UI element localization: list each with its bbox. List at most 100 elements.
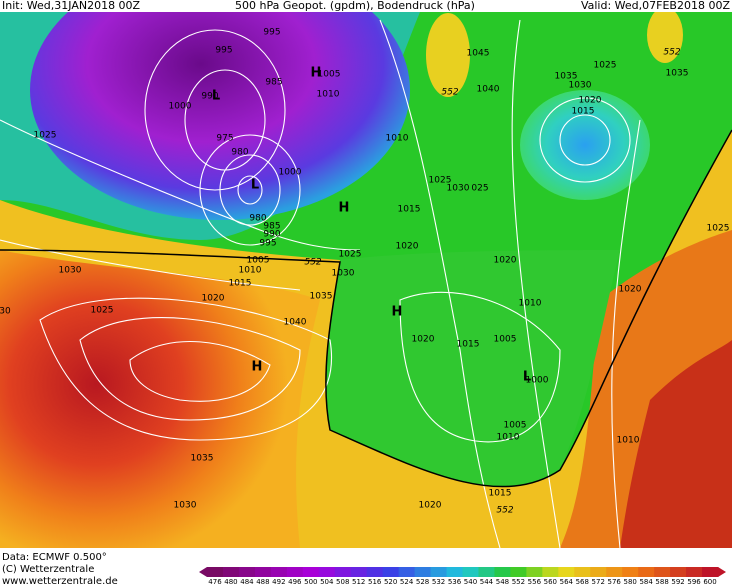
isobar-label: 1015: [457, 340, 480, 350]
isobar-label: 980: [231, 148, 248, 158]
isobar-label: 1020: [579, 96, 602, 106]
isobar-label: 1005: [504, 421, 527, 431]
isobar-label: 1025: [429, 176, 452, 186]
colorbar-swatch: [286, 567, 304, 577]
colorbar-swatch: [686, 567, 703, 577]
header-bar: [0, 0, 732, 12]
field-red-east: [620, 340, 732, 548]
colorbar-label: 572: [592, 578, 605, 586]
colorbar-label: 484: [240, 578, 254, 586]
copyright: (C) Wetterzentrale: [2, 564, 94, 575]
isobar-label: 1015: [572, 107, 595, 117]
isobar-label: 1030: [174, 501, 197, 511]
colorbar-label: 588: [655, 578, 668, 586]
isobar-label: 1035: [191, 454, 214, 464]
contour-label: 552: [441, 88, 458, 98]
isobar-label: 1010: [497, 433, 520, 443]
pressure-center: H: [311, 66, 322, 81]
field-yellow-ne: [647, 7, 683, 63]
colorbar-swatch: [558, 567, 575, 577]
colorbar-label: 500: [304, 578, 317, 586]
contour-label: 552: [496, 506, 513, 516]
isobar-label: 1010: [317, 90, 340, 100]
colorbar-swatch: [414, 567, 432, 577]
colorbar-arrow-right: [718, 567, 726, 577]
pressure-center: L: [523, 370, 531, 385]
field-blue: [520, 90, 650, 200]
colorbar-swatch: [510, 567, 527, 577]
pressure-center: H: [392, 305, 403, 320]
isobar-label: 1010: [386, 134, 409, 144]
isobar-label: 1035: [310, 292, 333, 302]
pressure-center: L: [212, 89, 220, 104]
colorbar-swatch: [462, 567, 479, 577]
colorbar-label: 568: [576, 578, 589, 586]
isobar-label: 1010: [239, 266, 262, 276]
colorbar-label: 576: [608, 578, 622, 586]
colorbar-label: 556: [528, 578, 542, 586]
colorbar-label: 488: [256, 578, 269, 586]
colorbar-label: 540: [464, 578, 477, 586]
colorbar-swatch: [302, 567, 320, 577]
colorbar-label: 592: [671, 578, 684, 586]
isobar-label: 995: [263, 28, 280, 38]
isobar-label: 1000: [279, 168, 302, 178]
isobar-label: 1015: [489, 489, 512, 499]
isobar-label: 1030: [569, 81, 592, 91]
colorbar-label: 508: [336, 578, 349, 586]
isobar-label: 1025: [91, 306, 114, 316]
isobar-label: 025: [471, 184, 488, 194]
isobar-label: 1025: [339, 250, 362, 260]
colorbar-swatch: [254, 567, 272, 577]
colorbar-label: 480: [224, 578, 237, 586]
pressure-center: H: [252, 360, 263, 375]
colorbar-swatch: [494, 567, 511, 577]
colorbar-label: 548: [496, 578, 509, 586]
colorbar-label: 476: [208, 578, 222, 586]
isobar-label: 1025: [594, 61, 617, 71]
isobar-label: 975: [216, 134, 233, 144]
isobar-label: 1020: [396, 242, 419, 252]
isobar-label: 1035: [555, 72, 578, 82]
isobar-label: 1005: [318, 70, 341, 80]
isobar-label: 1015: [229, 279, 252, 289]
colorbar-label: 600: [703, 578, 716, 586]
isobar-label: 1000: [526, 376, 549, 386]
data-source: Data: ECMWF 0.500°: [2, 552, 107, 563]
isobar-label: 990: [201, 92, 218, 102]
url: www.wetterzentrale.de: [2, 576, 118, 587]
colorbar-label: 552: [512, 578, 525, 586]
isobar-label: 30: [0, 307, 11, 317]
isobar-label: 990: [263, 230, 280, 240]
colorbar-swatch: [702, 567, 719, 577]
isobar-label: 985: [265, 78, 282, 88]
colorbar-swatch: [654, 567, 671, 577]
colorbar-swatch: [590, 567, 607, 577]
isobar-label: 1005: [247, 256, 270, 266]
colorbar-swatch: [606, 567, 623, 577]
isobar-label: 980: [249, 214, 266, 224]
valid-time: Valid: Wed,07FEB2018 00Z: [581, 0, 730, 12]
isobar-label: 1040: [284, 318, 307, 328]
isobar-label: 1010: [519, 299, 542, 309]
contour-label: 552: [663, 48, 680, 58]
field-yellow-north: [426, 13, 470, 97]
isobar-label: 1020: [202, 294, 225, 304]
isobar-label: 995: [259, 239, 276, 249]
colorbar-swatch: [207, 567, 224, 577]
colorbar-label: 512: [352, 578, 365, 586]
isobar-label: 1030: [332, 269, 355, 279]
map-title: 500 hPa Geopot. (gpdm), Bodendruck (hPa): [235, 0, 475, 12]
colorbar-swatch: [318, 567, 336, 577]
pressure-center: H: [339, 201, 350, 216]
isobar-label: 995: [215, 46, 232, 56]
isobar-label: 1030: [447, 184, 470, 194]
isobar-label: 1025: [34, 131, 57, 141]
contour-552: [0, 129, 732, 488]
colorbar-swatch: [526, 567, 543, 577]
isobar-label: 1000: [169, 102, 192, 112]
isobars: [0, 19, 641, 549]
isobar-label: 1045: [467, 49, 490, 59]
colorbar-swatch: [670, 567, 687, 577]
